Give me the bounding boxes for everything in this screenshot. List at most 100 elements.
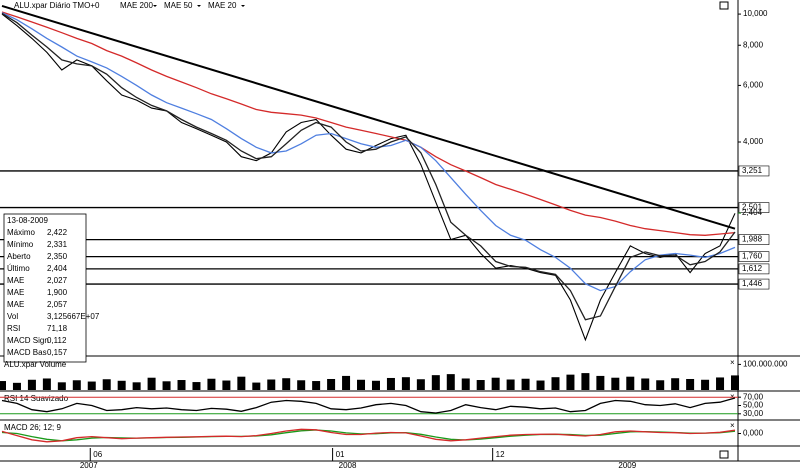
info-value: 1,900 <box>47 288 68 297</box>
close-icon: × <box>730 358 735 367</box>
volume-bar <box>312 381 321 390</box>
info-label: MACD Sign <box>7 336 49 345</box>
info-box <box>3 213 87 363</box>
level-label-box <box>738 263 770 275</box>
volume-bar <box>656 380 665 390</box>
info-label: Mínimo <box>7 240 34 249</box>
y-tick-label: 4,000 <box>743 137 764 146</box>
chart-title: ALU.xpar Diário TMO+0 <box>14 1 100 10</box>
level-label: 3,251 <box>742 166 763 175</box>
info-label: Vol <box>7 312 18 321</box>
info-label: Aberto <box>7 252 31 261</box>
info-value: 2,404 <box>47 264 68 273</box>
level-label: 1,446 <box>742 279 763 288</box>
info-label: MACD Bas <box>7 348 47 357</box>
series-line <box>1 12 736 321</box>
level-label: 1,760 <box>742 252 763 261</box>
legend-label: MAE 50 <box>164 1 193 10</box>
volume-bar <box>342 375 351 390</box>
info-value: 2,422 <box>47 228 68 237</box>
volume-bar <box>461 378 470 390</box>
volume-bar <box>701 379 710 390</box>
y-tick-label: 6,000 <box>743 81 764 90</box>
level-label: 2,501 <box>742 203 763 212</box>
volume-bar <box>297 380 306 390</box>
y-tick-label: 8,000 <box>743 40 764 49</box>
info-value: 0,112 <box>47 336 67 345</box>
info-label: MAE <box>7 288 24 297</box>
info-value: 2,027 <box>47 276 68 285</box>
volume-bar <box>117 380 126 390</box>
volume-bar <box>581 373 590 390</box>
volume-bar <box>401 377 410 390</box>
volume-bar <box>506 379 515 390</box>
panel-title: ALU.xpar Volume <box>4 360 67 369</box>
volume-bar <box>87 381 96 390</box>
info-label: Máximo <box>7 228 36 237</box>
volume-bar <box>357 379 366 390</box>
series-line <box>1 397 736 414</box>
series-line <box>1 11 736 236</box>
volume-bar <box>132 382 141 390</box>
volume-bar <box>551 377 560 390</box>
y-tick-label: 100.000.000 <box>743 360 788 369</box>
volume-bar <box>72 380 81 390</box>
info-value: 2,350 <box>47 252 68 261</box>
volume-bar <box>177 380 186 390</box>
x-tick-label: 06 <box>93 450 102 459</box>
level-label-box <box>738 165 770 177</box>
year-label: 2009 <box>618 461 636 470</box>
volume-bar <box>596 375 605 390</box>
volume-bar <box>446 374 455 390</box>
year-label: 2008 <box>339 461 357 470</box>
maximize-icon[interactable] <box>719 450 729 459</box>
info-value: 2,331 <box>47 240 68 249</box>
legend-arrow <box>153 5 157 7</box>
volume-bar <box>327 378 336 390</box>
volume-bar <box>102 379 111 390</box>
info-value: 2,057 <box>47 300 68 309</box>
volume-bar <box>42 378 51 390</box>
year-label: 2007 <box>80 461 98 470</box>
maximize-icon[interactable] <box>719 1 729 10</box>
volume-bar <box>536 380 545 390</box>
volume-bar <box>626 376 635 390</box>
volume-bar <box>207 378 216 390</box>
y-tick-label: 50,00 <box>743 401 764 410</box>
level-label-box <box>738 278 770 290</box>
panel-title: MACD 26; 12; 9 <box>4 423 61 432</box>
volume-bar <box>476 380 485 390</box>
volume-bar <box>162 381 171 390</box>
volume-bar <box>386 377 395 390</box>
info-date: 13-08-2009 <box>7 216 48 225</box>
volume-bar <box>57 382 66 390</box>
level-label-box <box>738 234 770 245</box>
volume-bar <box>147 377 156 390</box>
volume-bar <box>566 374 575 390</box>
volume-bar <box>611 377 620 390</box>
info-label: MAE <box>7 276 24 285</box>
volume-bar <box>371 380 380 390</box>
volume-bar <box>491 377 500 390</box>
level-label-box <box>738 251 770 262</box>
info-label: MAE <box>7 300 24 309</box>
volume-bar <box>521 378 530 390</box>
last-value-label: 2,404 <box>742 208 763 217</box>
x-tick-label: 12 <box>496 450 505 459</box>
series-line <box>1 428 736 443</box>
level-label-box <box>738 202 770 213</box>
info-value: 71,18 <box>47 324 68 333</box>
level-label: 1,612 <box>742 264 763 273</box>
volume-bar <box>27 379 36 390</box>
volume-bar <box>416 379 425 390</box>
close-icon: × <box>730 392 735 401</box>
trendline <box>1 4 736 230</box>
volume-bar <box>252 382 261 390</box>
volume-bar <box>431 375 440 390</box>
legend-label: MAE 200 <box>120 1 153 10</box>
info-value: 0,157 <box>47 348 68 357</box>
y-tick-label: 10,000 <box>743 9 768 18</box>
x-tick-label: 01 <box>336 450 345 459</box>
